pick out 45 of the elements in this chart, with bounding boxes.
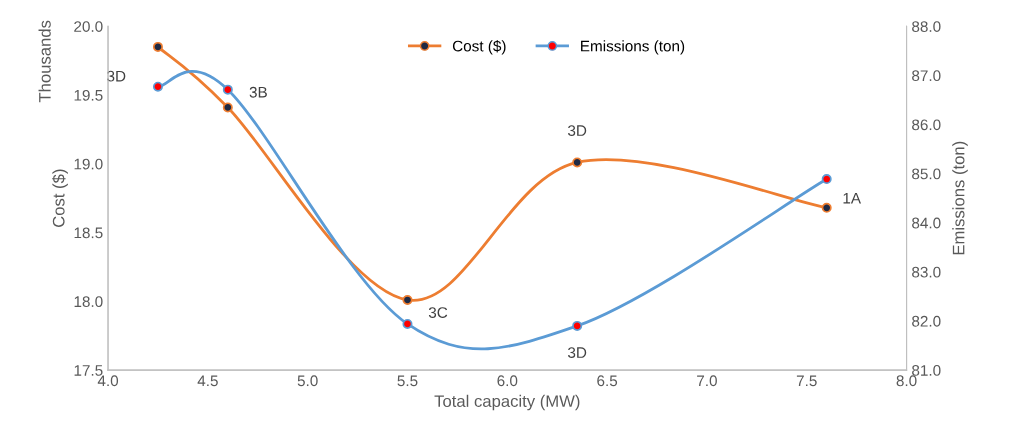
y2-tick-label: 81.0 — [912, 364, 941, 376]
x-tick-label: 6.0 — [497, 375, 518, 387]
y2-axis-title: Emissions (ton) — [952, 141, 968, 255]
point — [222, 84, 233, 95]
y2-tick-label: 85.0 — [912, 168, 941, 180]
x-tick-label: 4.5 — [197, 375, 218, 387]
x-tick-label: 5.0 — [297, 375, 318, 387]
y2-tick-label: 87.0 — [912, 70, 941, 82]
x-axis-title: Total capacity (MW) — [434, 394, 580, 411]
point — [821, 202, 832, 213]
y-tick-label: 18.5 — [74, 227, 103, 239]
point — [572, 320, 583, 331]
y2-tick-label: 83.0 — [912, 266, 941, 278]
annotation: 3D — [107, 70, 126, 82]
legend-label: Emissions (ton) — [581, 40, 685, 55]
y-tick-label: 19.0 — [74, 158, 103, 170]
annotation: 1A — [843, 192, 862, 204]
y2-tick-label: 84.0 — [912, 217, 941, 229]
annotation: 3C — [428, 307, 448, 318]
x-tick-label: 8.0 — [896, 375, 917, 387]
annotation: 3D — [567, 125, 587, 136]
x-tick-label: 6.5 — [597, 375, 618, 387]
x-tick-label: 7.5 — [796, 375, 817, 387]
point — [152, 41, 163, 52]
y2-tick-label: 88.0 — [912, 21, 941, 32]
y-tick-label: 19.5 — [74, 89, 103, 101]
text: Thousands — [38, 20, 51, 103]
y-axis-title: Cost ($) — [52, 169, 68, 227]
point — [402, 318, 413, 329]
y-tick-label: 20.0 — [74, 21, 103, 32]
point — [402, 294, 413, 305]
annotation: 3D — [567, 347, 587, 358]
y-tick-label: 17.5 — [74, 365, 103, 376]
point — [152, 81, 163, 92]
y-tick-label: 18.0 — [74, 296, 103, 308]
legend-label: Cost ($) — [452, 40, 506, 55]
annotation: 3B — [249, 86, 267, 98]
x-tick-label: 4.0 — [97, 375, 119, 387]
y2-tick-label: 86.0 — [912, 119, 941, 131]
point — [821, 174, 832, 185]
point — [222, 102, 233, 113]
y2-tick-label: 82.0 — [912, 315, 941, 327]
x-tick-label: 5.5 — [397, 375, 418, 387]
x-tick-label: 7.0 — [697, 375, 717, 387]
point — [572, 157, 583, 168]
